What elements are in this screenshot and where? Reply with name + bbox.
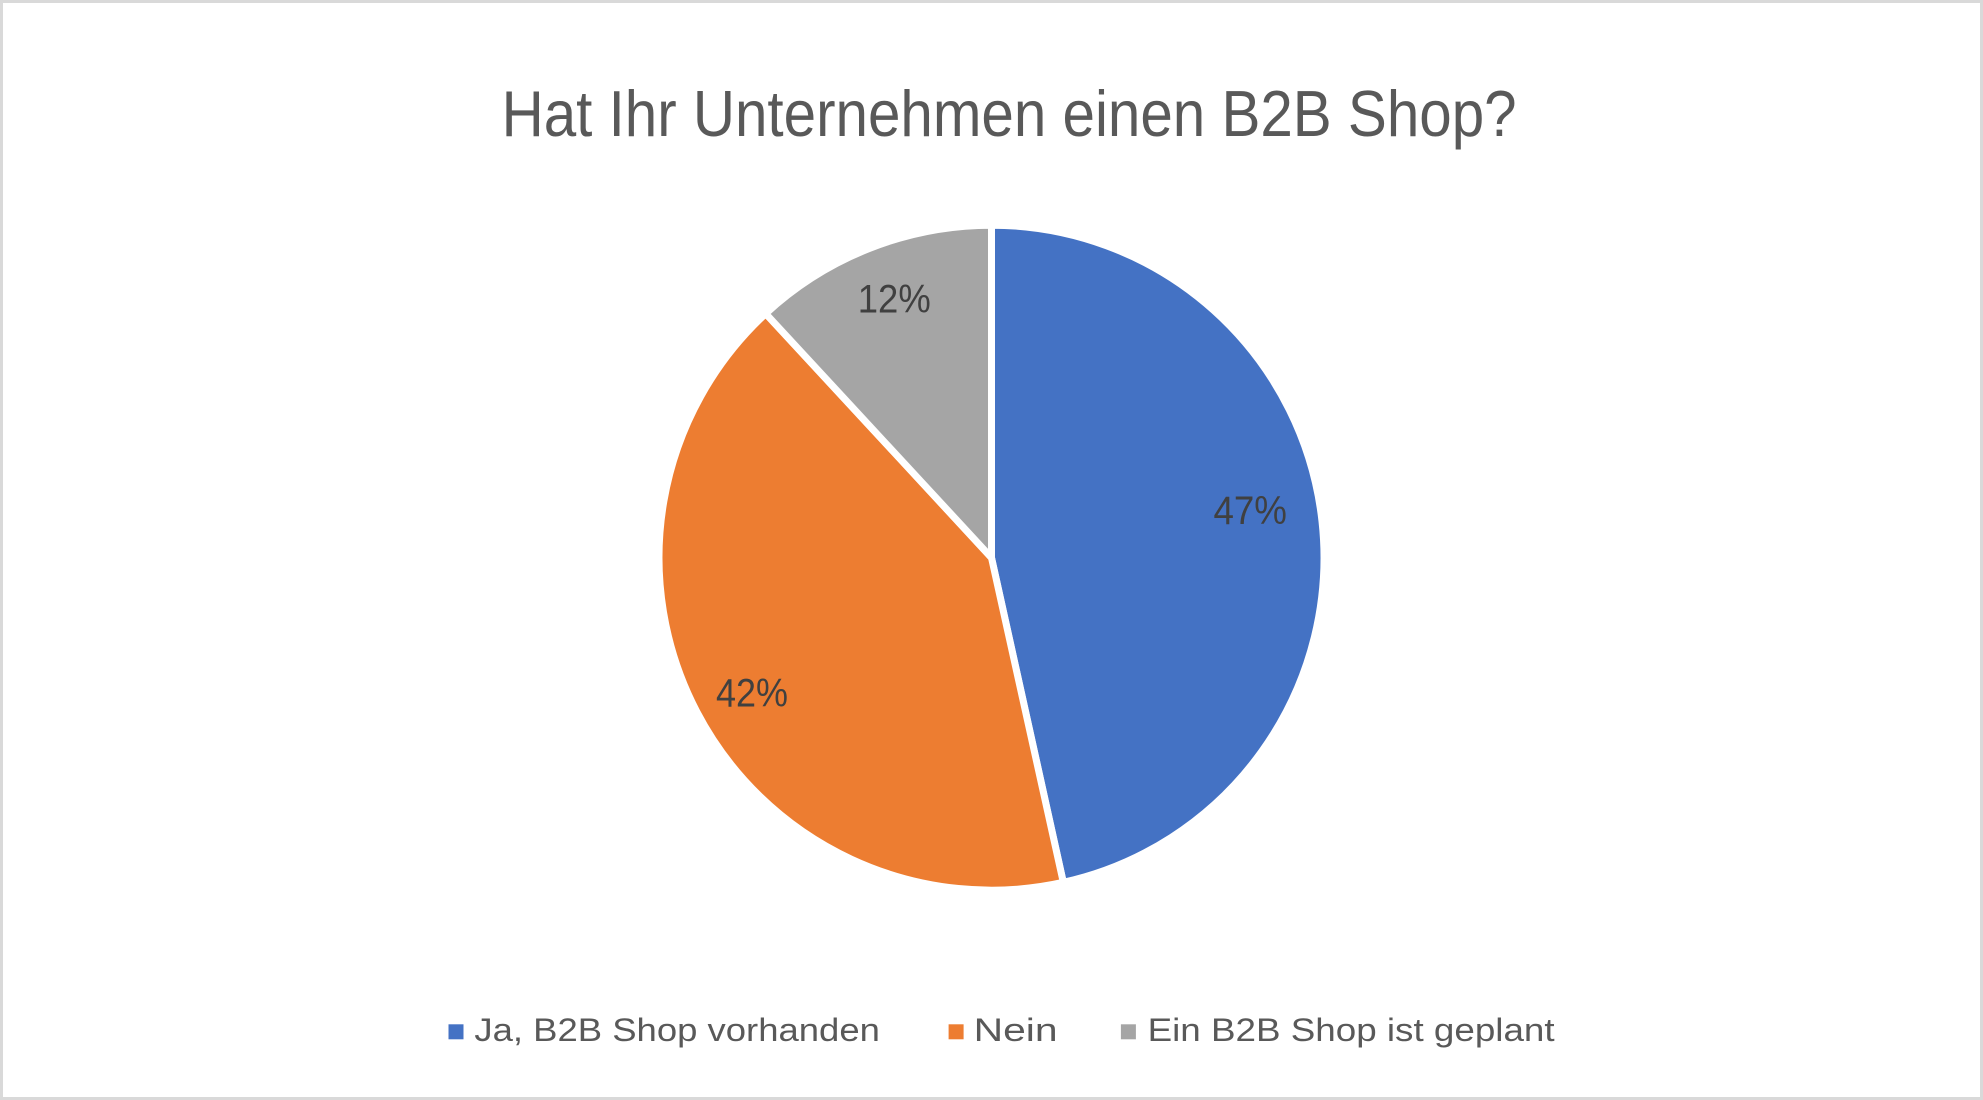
- svg-text:Ein B2B Shop ist geplant: Ein B2B Shop ist geplant: [1148, 1012, 1555, 1048]
- svg-text:42%: 42%: [716, 672, 788, 716]
- svg-text:47%: 47%: [1213, 489, 1287, 533]
- svg-text:Hat Ihr Unternehmen einen B2B: Hat Ihr Unternehmen einen B2B Shop?: [502, 77, 1517, 150]
- svg-text:12%: 12%: [858, 277, 931, 321]
- svg-text:Nein: Nein: [974, 1012, 1058, 1048]
- svg-text:Ja, B2B Shop vorhanden: Ja, B2B Shop vorhanden: [474, 1012, 880, 1048]
